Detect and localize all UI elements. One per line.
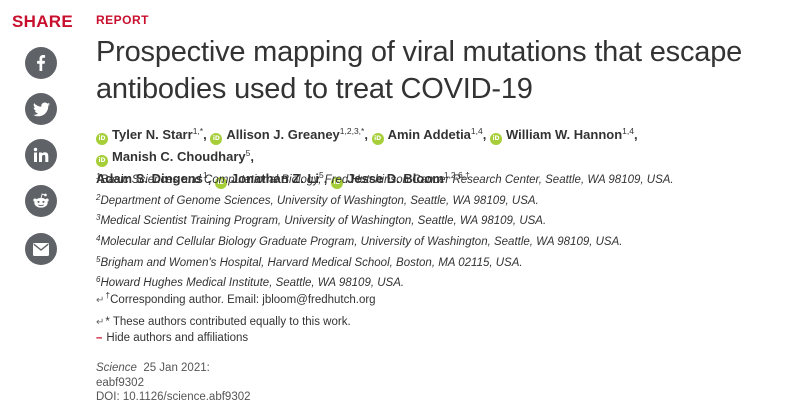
affiliation-list: 1Basic Sciences and Computational Biolog… [96,170,786,294]
affiliation-number: 5 [96,254,101,264]
author-affiliation-marks: 1,4 [622,126,634,136]
affiliation-item: 1Basic Sciences and Computational Biolog… [96,170,786,191]
article-id: eabf9302 [96,376,144,389]
affiliation-item: 2Department of Genome Sciences, Universi… [96,191,786,212]
author-name: Amin Addetia [387,127,471,142]
share-label: SHARE [12,12,74,31]
publication-date: 25 Jan 2021: [143,362,210,374]
orcid-icon: iD [490,133,502,145]
author-separator: , [207,171,212,186]
affiliation-item: 6Howard Hughes Medical Institute, Seattl… [96,273,786,294]
affiliation-text: Basic Sciences and Computational Biology… [100,174,674,186]
author-link[interactable]: iD Jonathan Z. Li5, [214,170,328,189]
corresponding-prefix: Corresponding author. Email: [110,294,263,306]
author-separator: , [482,127,487,142]
article-title: Prospective mapping of viral mutations t… [96,36,743,105]
journal-line: Science 25 Jan 2021: [96,361,251,376]
facebook-icon [37,55,46,71]
return-arrow-icon: ↵ [96,295,105,306]
author-link[interactable]: iD Allison J. Greaney1,2,3,*, [210,126,368,145]
author-affiliation-marks: 1,2,6,† [443,170,470,180]
author-separator: , [323,171,328,186]
author-link[interactable]: iD Amin Addetia1,4, [371,126,487,145]
author-list: iD Tyler N. Starr1,*, iD Allison J. Greane… [96,124,786,190]
author-name: Jesse D. Bloom [347,171,444,186]
orcid-icon: iD [96,155,108,167]
collapse-icon: – [96,332,103,344]
affiliation-item: 4Molecular and Cellular Biology Graduate… [96,232,786,253]
author-separator: , [364,127,368,142]
equal-contribution-note: ↵* These authors contributed equally to … [96,316,351,328]
affiliation-number: 1 [96,172,101,181]
author-name: Jonathan Z. Li [230,171,320,186]
affiliation-text: Brigham and Women's Hospital, Harvard Me… [100,256,523,269]
orcid-icon: iD [96,133,108,145]
author-affiliation-marks: 1 [202,170,208,180]
affiliation-text: Medical Scientist Training Program, Univ… [100,215,547,228]
journal-name: Science [96,362,137,374]
publication-info: Science 25 Jan 2021: eabf9302 DOI: 10.11… [96,361,251,405]
author-link[interactable]: iD Manish C. Choudhary5, [96,148,254,167]
author-name: Manish C. Choudhary [112,149,246,164]
author-separator: , [634,127,638,142]
author-separator: , [203,127,207,142]
author-affiliation-marks: 1,2,3,* [339,126,365,136]
author-name: William W. Hannon [506,127,623,142]
email-icon [33,242,49,256]
author-affiliation-marks: 1,* [192,126,204,136]
email-share-button[interactable] [25,233,57,265]
affiliation-text: Molecular and Cellular Biology Graduate … [100,236,623,249]
linkedin-icon [33,147,49,162]
author-affiliation-marks: 5 [245,148,251,158]
twitter-icon [32,101,50,116]
linkedin-share-button[interactable] [25,139,57,171]
author-name: Tyler N. Starr [112,127,193,142]
affiliation-item: 5Brigham and Women's Hospital, Harvard M… [96,253,786,274]
dagger-mark: † [105,290,111,300]
return-arrow-icon: ↵ [96,317,105,328]
affiliation-number: 6 [96,275,101,285]
author-name: Adam S. Dingens [96,171,203,186]
author-affiliation-marks: 1,4 [470,126,483,136]
orcid-icon: iD [214,177,227,189]
orcid-icon: iD [331,177,344,189]
affiliation-number: 3 [96,213,101,223]
affiliation-number: 2 [96,192,101,202]
author-link[interactable]: Adam S. Dingens1, [96,171,211,186]
reddit-share-button[interactable] [25,185,57,217]
author-link[interactable]: iD Jesse D. Bloom1,2,6,† [331,170,470,189]
author-link[interactable]: iD Tyler N. Starr1,*, [96,126,207,145]
affiliation-text: Howard Hughes Medical Institute, Seattle… [100,277,405,290]
equal-contribution-text: * These authors contributed equally to t… [105,316,351,328]
twitter-share-button[interactable] [25,93,57,125]
article-type-label: REPORT [96,13,150,27]
corresponding-author-note: ↵†Corresponding author. Email: jbloom@fr… [96,291,376,306]
author-link[interactable]: iD William W. Hannon1,4, [490,126,638,145]
hide-authors-toggle[interactable]: – Hide authors and affiliations [96,332,248,344]
affiliation-text: Department of Genome Sciences, Universit… [100,194,539,207]
facebook-share-button[interactable] [25,47,57,79]
orcid-icon: iD [371,133,384,145]
author-separator: , [250,149,254,164]
hide-authors-label: Hide authors and affiliations [106,332,249,344]
author-name: Allison J. Greaney [226,127,340,142]
corresponding-email-link[interactable]: jbloom@fredhutch.org [262,294,376,306]
reddit-icon [33,193,49,208]
author-affiliation-marks: 5 [319,170,324,180]
orcid-icon: iD [210,133,223,145]
doi: DOI: 10.1126/science.abf9302 [96,391,251,403]
affiliation-item: 3Medical Scientist Training Program, Uni… [96,211,786,232]
affiliation-number: 4 [96,234,101,244]
